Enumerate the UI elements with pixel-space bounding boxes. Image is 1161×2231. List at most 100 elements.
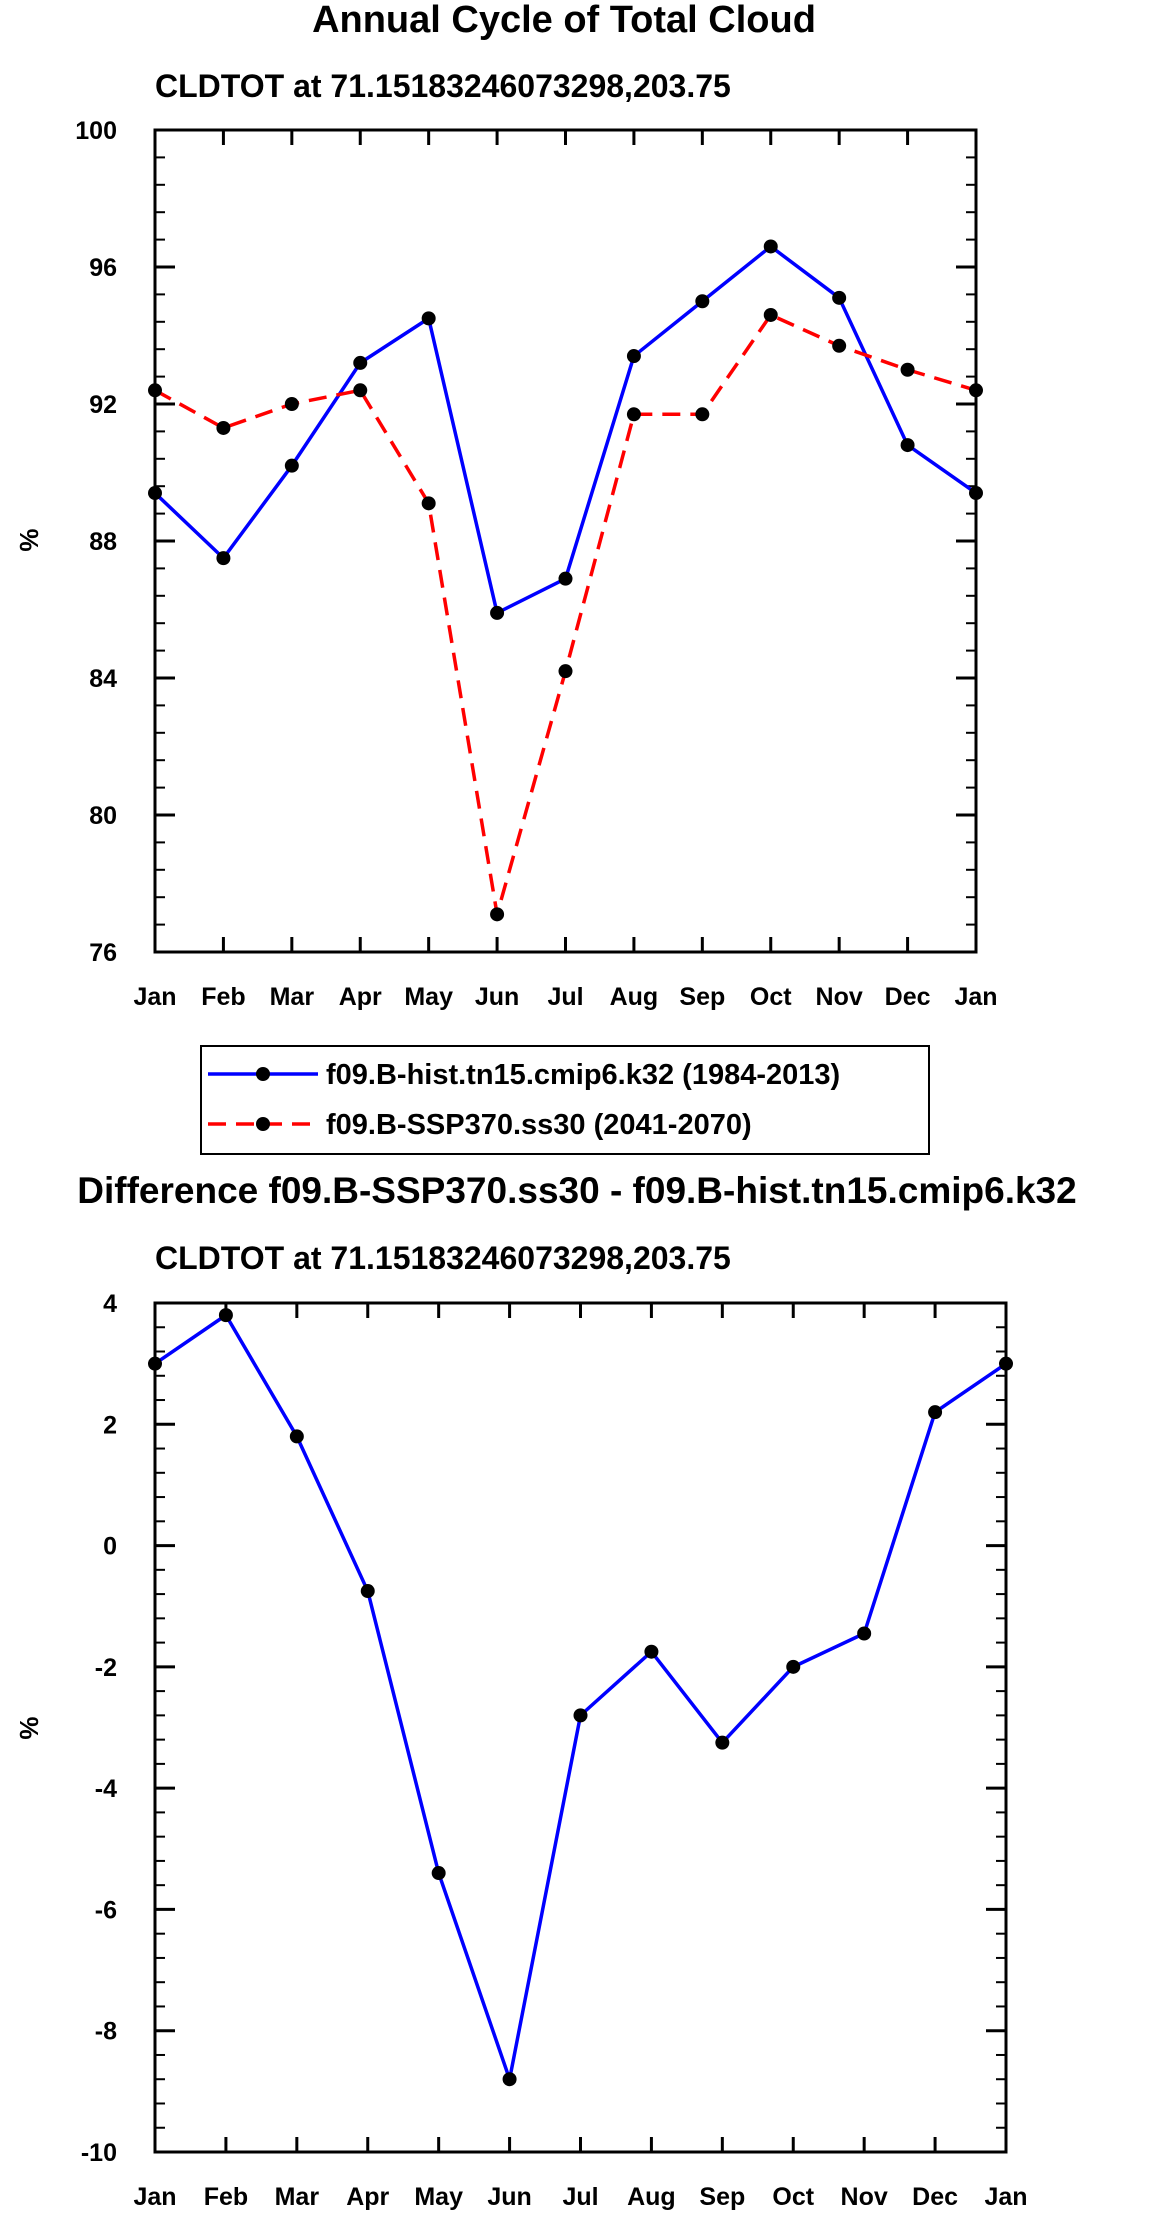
chart1-series-0-point: [558, 571, 573, 586]
chart1-plot: Jan Feb Mar Apr May Jun Jul Aug Sep Oct Nov Dec Jan 7…: [75, 117, 997, 1011]
chart1-series-0-point: [284, 458, 299, 473]
chart1-series-0-point: [148, 486, 162, 501]
chart2-series-0-point: [786, 1659, 801, 1674]
chart2-frame: [153, 1301, 1008, 2154]
chart1-series-1-line: [154, 313, 977, 917]
chart2-ytick-label: -6: [95, 1896, 117, 1924]
chart2-ytick-label: -10: [81, 2139, 117, 2167]
chart1-series-1-point: [284, 397, 299, 411]
chart2-series-0-point: [289, 1429, 304, 1444]
chart1-frame: [153, 128, 978, 954]
chart1-xtick-label: Jan: [133, 983, 176, 1011]
chart2-ytick-label: 2: [103, 1411, 117, 1439]
chart1-xtick-label: Oct: [750, 983, 792, 1011]
chart2-xtick-label: Feb: [204, 2183, 248, 2211]
chart2-xtick-label: Jun: [487, 2183, 531, 2211]
chart2-xtick-label: Sep: [699, 2183, 745, 2211]
chart1-series-1-point: [421, 496, 436, 511]
chart1-series-0-point: [832, 290, 847, 305]
chart2-ylabel: %: [14, 1716, 44, 1739]
chart1-xtick-label: Apr: [339, 983, 382, 1011]
chart2-xtick-label: Apr: [346, 2183, 389, 2211]
chart1-series-1-point: [900, 362, 915, 377]
chart1-series-0-point: [695, 294, 710, 309]
chart2-xtick-label: Aug: [627, 2183, 676, 2211]
chart2-subtitle: CLDTOT at 71.15183246073298,203.75: [155, 1240, 731, 1276]
chart2-xtick-label: Jan: [133, 2183, 176, 2211]
chart1-ytick-label: 100: [75, 117, 117, 145]
chart1-series-1-point: [216, 420, 231, 435]
chart1-title: Annual Cycle of Total Cloud: [312, 0, 816, 41]
chart2-series-0-point: [644, 1644, 659, 1659]
chart2-series-0-point: [857, 1626, 872, 1641]
chart2-series-0-point: [715, 1735, 730, 1750]
chart1-series-1-point: [148, 383, 162, 398]
chart1-xtick-label: May: [404, 983, 453, 1011]
chart2-series-0-point: [218, 1308, 233, 1323]
chart2-series-0-point: [999, 1356, 1013, 1371]
chart1-ytick-label: 96: [89, 254, 117, 282]
chart1-series-0-point: [353, 355, 368, 370]
chart1-xtick-label: Feb: [201, 983, 245, 1011]
chart1-ytick-label: 88: [89, 528, 117, 556]
chart1-xtick-label: Jul: [547, 983, 583, 1011]
chart2-ytick-label: -4: [95, 1775, 117, 1803]
chart1-xtick-label: Mar: [270, 983, 315, 1011]
chart1-series-1-point: [763, 307, 778, 322]
chart1-series-0-line: [153, 244, 978, 615]
chart1-xtick-label: Aug: [610, 983, 659, 1011]
chart1-ytick-label: 92: [89, 391, 117, 419]
chart2-xtick-label: May: [414, 2183, 463, 2211]
chart1-ytick-label: 76: [89, 939, 117, 967]
chart1-series-1-point: [832, 338, 847, 353]
legend-marker-ssp: [256, 1117, 270, 1131]
chart1-xtick-label: Dec: [885, 983, 931, 1011]
chart2-series-0-point: [360, 1584, 375, 1599]
chart2-series-0-point: [431, 1866, 446, 1881]
chart1-series-0-point: [216, 551, 231, 566]
legend-marker-hist: [256, 1067, 270, 1081]
chart2-ytick-label: -8: [95, 2018, 117, 2046]
chart1-series-0-point: [490, 605, 505, 620]
chart1-series-0-point: [421, 311, 436, 326]
chart1-series-1-point: [626, 407, 641, 422]
chart1-series-1-point: [695, 407, 710, 422]
chart2-xtick-label: Jul: [562, 2183, 598, 2211]
chart1-series-1-point: [490, 907, 505, 922]
chart2-xtick-label: Jan: [984, 2183, 1027, 2211]
chart2-ytick-label: 4: [103, 1290, 117, 1318]
chart1-xtick-label: Sep: [679, 983, 725, 1011]
legend-box: [200, 1045, 930, 1155]
chart2-xtick-label: Oct: [772, 2183, 814, 2211]
chart2-ytick-label: -2: [95, 1654, 117, 1682]
chart1-series-1-point: [969, 383, 983, 398]
chart1-subtitle: CLDTOT at 71.15183246073298,203.75: [155, 68, 731, 104]
chart2-xtick-label: Nov: [841, 2183, 888, 2211]
chart1-series-1-point: [353, 383, 368, 398]
chart1-series-1-point: [558, 664, 573, 679]
chart2-series-0-point: [148, 1356, 162, 1371]
chart2-series-0-point: [928, 1405, 943, 1420]
chart2-series-0-point: [502, 2072, 517, 2087]
chart2-series-0-line: [154, 1313, 1007, 2081]
chart1-ylabel: %: [14, 528, 44, 551]
chart1-xtick-label: Jan: [954, 983, 997, 1011]
legend-label-ssp: f09.B-SSP370.ss30 (2041-2070): [326, 1109, 752, 1141]
chart1-series-0-point: [626, 349, 641, 364]
chart2-series-0-point: [573, 1708, 588, 1723]
chart1-series-0-point: [763, 239, 778, 254]
chart1-series-0-point: [969, 486, 983, 501]
chart1-xtick-label: Nov: [816, 983, 863, 1011]
chart1-series-0-point: [900, 438, 915, 453]
legend-label-hist: f09.B-hist.tn15.cmip6.k32 (1984-2013): [326, 1059, 840, 1091]
chart2-ytick-label: 0: [103, 1533, 117, 1561]
chart1-ytick-label: 80: [89, 802, 117, 830]
chart2-plot: Jan Feb Mar Apr May Jun Jul Aug Sep Oct Nov Dec Jan-…: [81, 1290, 1028, 2211]
chart2-xtick-label: Dec: [912, 2183, 958, 2211]
chart2-title: Difference f09.B-SSP370.ss30 - f09.B-his…: [77, 1170, 1076, 1211]
chart1-xtick-label: Jun: [475, 983, 519, 1011]
chart2-xtick-label: Mar: [275, 2183, 320, 2211]
chart1-ytick-label: 84: [89, 665, 117, 693]
chart1-legend: f09.B-hist.tn15.cmip6.k32 (1984-2013) f0…: [200, 1045, 930, 1155]
